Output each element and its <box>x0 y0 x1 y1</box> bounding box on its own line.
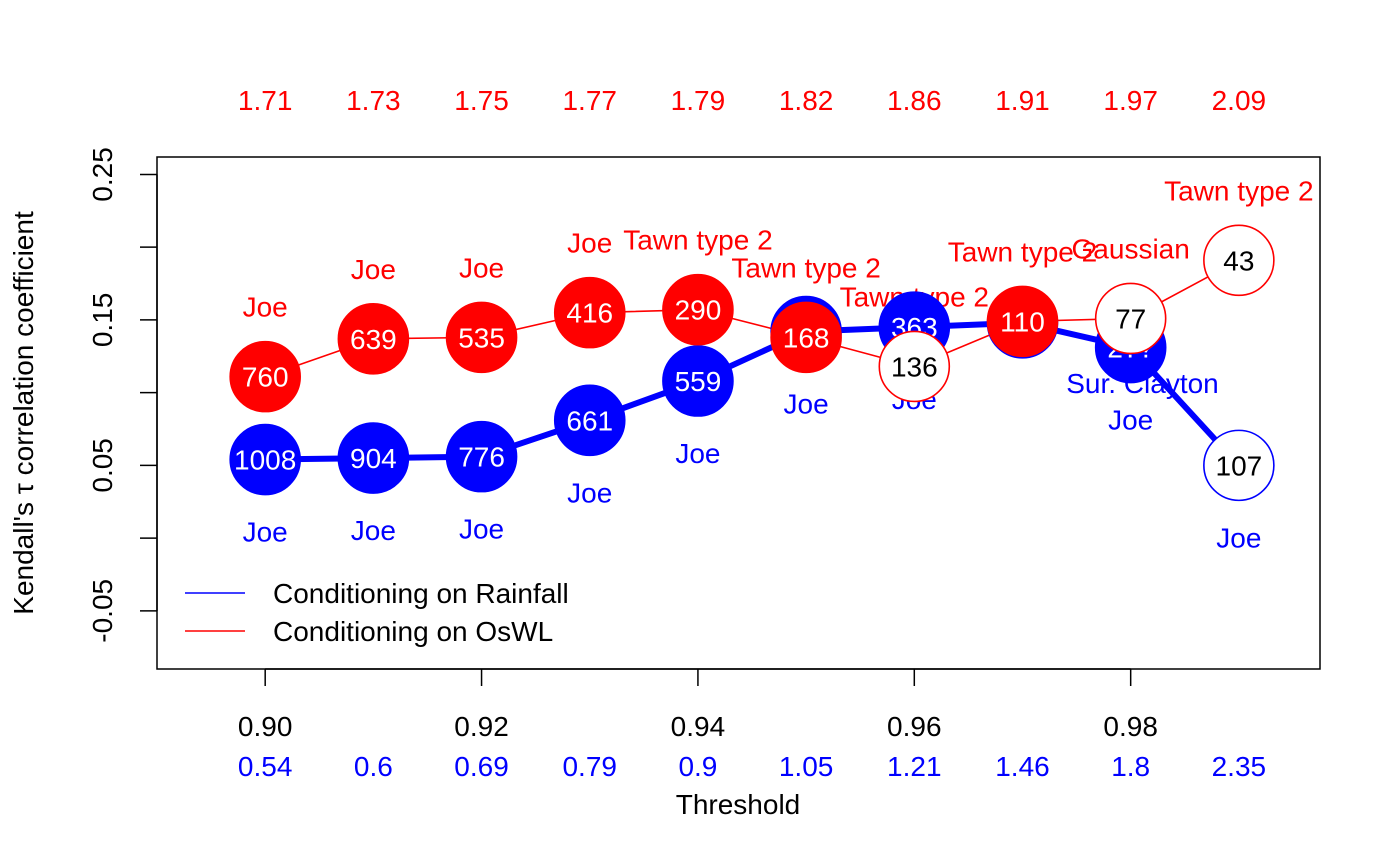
sample-size-label: 416 <box>566 298 613 329</box>
copula-label: Joe <box>351 515 396 546</box>
data-point <box>662 345 734 417</box>
sample-size-label: 904 <box>350 443 397 474</box>
sample-size-label: 1008 <box>234 445 296 476</box>
copula-label: Joe <box>243 517 288 548</box>
bottom-axis-value: 0.6 <box>354 751 393 782</box>
sample-size-label: 661 <box>566 405 613 436</box>
y-tick-label: 0.25 <box>87 147 118 202</box>
legend-label-rainfall: Conditioning on Rainfall <box>273 578 569 609</box>
data-point <box>553 276 626 349</box>
bottom-axis-value: 0.69 <box>454 751 509 782</box>
data-point <box>337 422 410 494</box>
sample-size-label: 776 <box>458 442 505 473</box>
sample-size-label: 559 <box>675 366 722 397</box>
sample-size-label: 535 <box>458 322 505 353</box>
top-axis-value: 1.79 <box>671 85 726 116</box>
copula-label: Joe <box>567 228 612 259</box>
bottom-axis-value: 0.79 <box>562 751 617 782</box>
y-tick-label: 0.15 <box>87 293 118 348</box>
x-tick-label: 0.94 <box>671 711 726 742</box>
data-points: 10089047766615593632??107760639535416290… <box>229 224 1275 502</box>
top-axis-value: 1.86 <box>887 85 942 116</box>
copula-label: Joe <box>351 254 396 285</box>
legend: Conditioning on Rainfall Conditioning on… <box>185 578 569 647</box>
legend-label-oswl: Conditioning on OsWL <box>273 616 553 647</box>
sample-size-label: 107 <box>1216 450 1263 481</box>
data-point <box>878 330 951 403</box>
bottom-axis-value: 1.05 <box>779 751 834 782</box>
x-tick-label: 0.90 <box>238 711 293 742</box>
copula-labels: JoeJoeJoeJoeJoeJoeJoeSur. ClaytonJoeJoeJ… <box>243 175 1314 553</box>
copula-label: Joe <box>243 292 288 323</box>
x-tick-label: 0.98 <box>1103 711 1158 742</box>
sample-size-label: 168 <box>783 322 830 353</box>
top-axis-value: 2.09 <box>1212 85 1267 116</box>
top-axis-value: 1.73 <box>346 85 401 116</box>
copula-label: Joe <box>784 389 829 420</box>
series-lines <box>264 259 1242 468</box>
plot-area: JoeJoeJoeJoeJoeJoeJoeSur. ClaytonJoeJoeJ… <box>229 175 1314 553</box>
data-point <box>770 301 842 374</box>
copula-label: Joe <box>459 252 504 283</box>
bottom-axis-value: 1.21 <box>887 751 942 782</box>
bottom-axis-value: 0.9 <box>678 751 717 782</box>
x-axis: 0.90 0.92 0.94 0.96 0.98 <box>238 668 1158 742</box>
sample-size-label: 77 <box>1115 303 1146 334</box>
data-point <box>1203 224 1275 297</box>
data-point <box>1094 282 1167 355</box>
data-point <box>445 301 518 374</box>
top-axis-value: 1.77 <box>562 85 617 116</box>
top-axis-values: 1.71 1.73 1.75 1.77 1.79 1.82 1.86 1.91 1.97 2.09 <box>238 85 1266 116</box>
copula-label: Tawn type 2 <box>948 236 1097 267</box>
top-axis-value: 1.82 <box>779 85 834 116</box>
copula-label: Joe <box>675 438 720 469</box>
sample-size-label: 760 <box>242 362 289 393</box>
copula-label: Joe <box>1108 405 1153 436</box>
data-point <box>445 420 518 493</box>
x-tick-label: 0.92 <box>454 711 509 742</box>
bottom-axis-value: 1.46 <box>995 751 1050 782</box>
y-axis: -0.05 0.05 0.15 0.25 <box>87 147 158 643</box>
copula-label: Joe <box>567 477 612 508</box>
data-point <box>229 423 301 496</box>
top-axis-value: 1.71 <box>238 85 293 116</box>
series-line-rainfall <box>265 319 1242 468</box>
y-axis-label: Kendall's τ correlation coefficient <box>8 211 39 615</box>
top-axis-value: 1.91 <box>995 85 1050 116</box>
sample-size-label: 639 <box>350 324 397 355</box>
data-point <box>986 285 1059 358</box>
data-point <box>553 384 626 457</box>
copula-label: Tawn type 2 <box>731 252 880 283</box>
x-axis-label: Threshold <box>676 789 801 820</box>
bottom-axis-values: 0.54 0.6 0.69 0.79 0.9 1.05 1.21 1.46 1.8 2.35 <box>238 751 1266 782</box>
copula-label: Tawn type 2 <box>1164 175 1313 206</box>
bottom-axis-value: 2.35 <box>1212 751 1267 782</box>
sample-size-label: 290 <box>675 295 722 326</box>
bottom-axis-value: 0.54 <box>238 751 293 782</box>
data-point <box>1203 429 1275 502</box>
data-point <box>662 273 734 346</box>
y-tick-label: -0.05 <box>87 579 118 643</box>
top-axis-value: 1.75 <box>454 85 509 116</box>
data-point <box>229 340 301 413</box>
y-tick-label: 0.05 <box>87 438 118 493</box>
copula-label: Tawn type 2 <box>623 225 772 256</box>
top-axis-value: 1.97 <box>1103 85 1158 116</box>
bottom-axis-value: 1.8 <box>1111 751 1150 782</box>
x-tick-label: 0.96 <box>887 711 942 742</box>
sample-size-label: 43 <box>1223 245 1254 276</box>
copula-label: Gaussian <box>1072 233 1190 264</box>
series-line-oswl <box>264 259 1240 378</box>
copula-label: Joe <box>1216 522 1261 553</box>
data-point <box>337 303 410 375</box>
copula-label: Joe <box>459 514 504 545</box>
sample-size-label: 110 <box>1000 306 1045 337</box>
sample-size-label: 136 <box>891 351 938 382</box>
